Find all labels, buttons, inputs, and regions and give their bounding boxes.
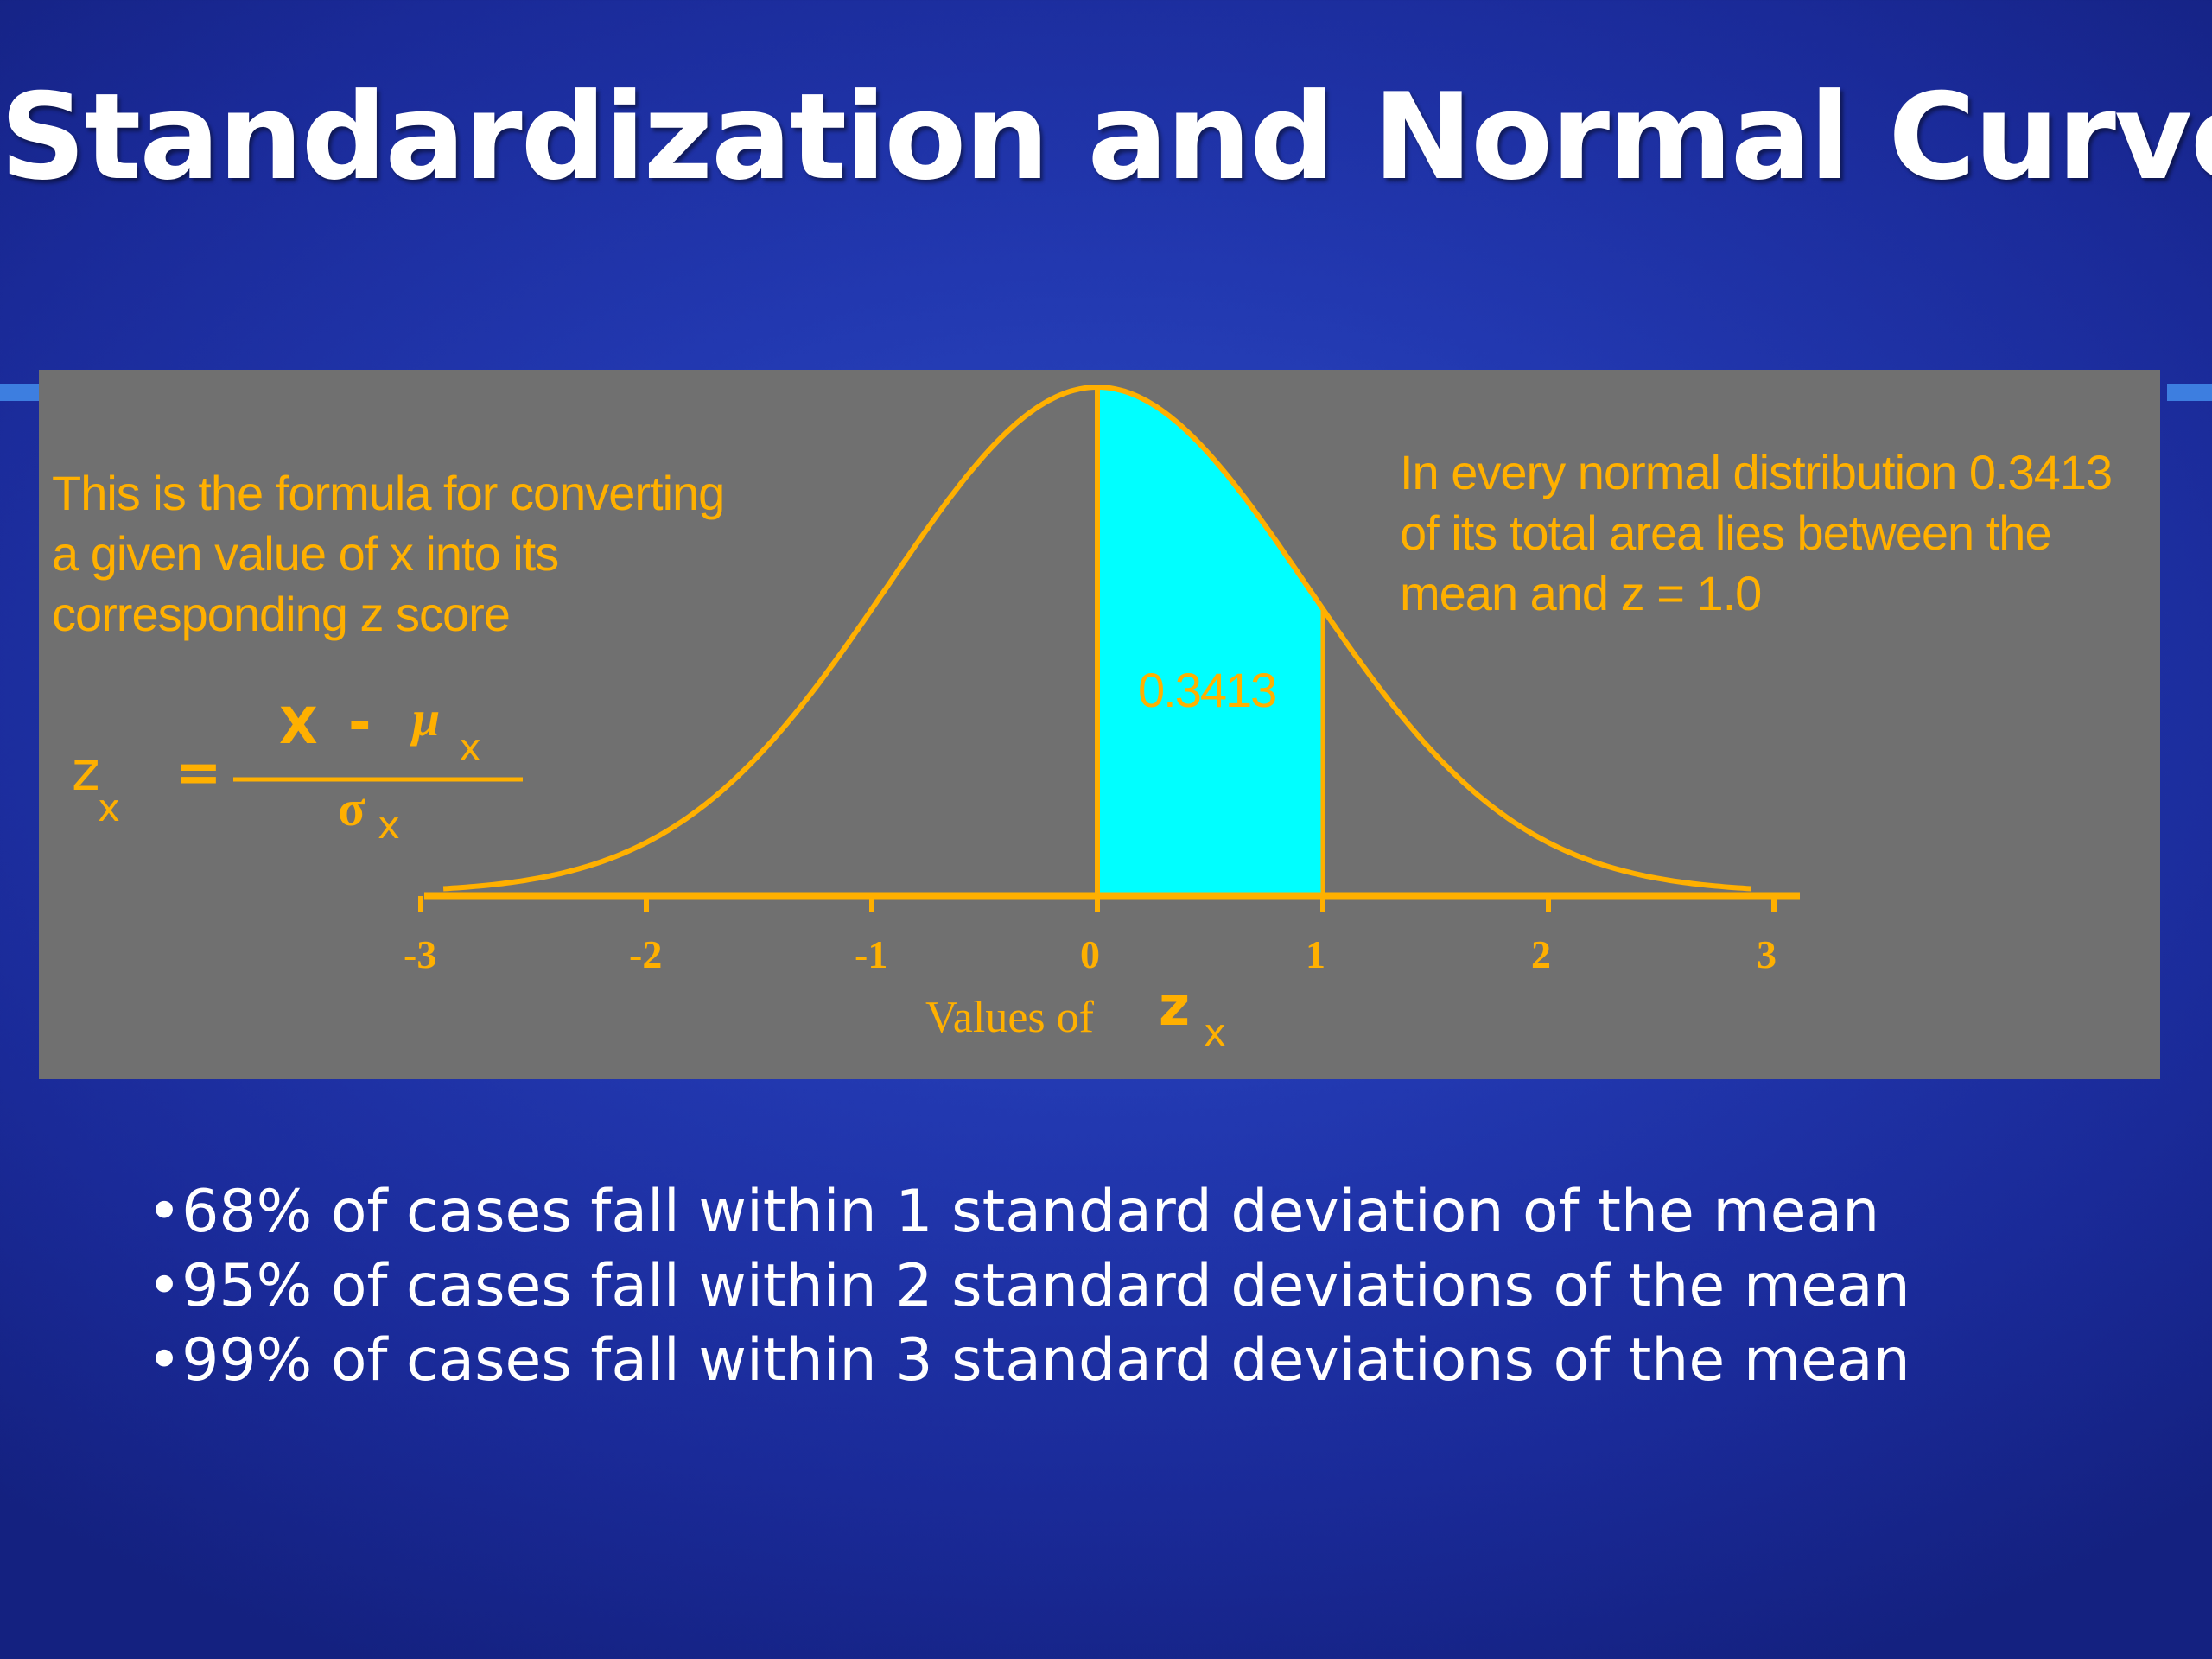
- shaded-area-0-to-1: [1097, 387, 1323, 893]
- bullet-item: •68% of cases fall within 1 standard dev…: [147, 1178, 1880, 1246]
- x-tick-label: -3: [404, 932, 437, 976]
- bullet-item: •95% of cases fall within 2 standard dev…: [147, 1252, 1910, 1320]
- shaded-area-label: 0.3413: [1138, 663, 1277, 717]
- area-note-line: of its total area lies between the: [1400, 505, 2052, 560]
- bullet-item: •99% of cases fall within 3 standard dev…: [147, 1326, 1910, 1395]
- x-tick-label: -1: [855, 932, 888, 976]
- x-tick-label: 2: [1531, 932, 1551, 976]
- left-accent-line: [0, 384, 43, 401]
- formula-sigma-subscript: x: [378, 804, 401, 848]
- x-tick-label: 1: [1306, 932, 1325, 976]
- normal-curve-figure: This is the formula for converting a giv…: [39, 370, 2160, 1079]
- x-tick-label: -2: [629, 932, 663, 976]
- axis-label-subscript: x: [1204, 1011, 1227, 1055]
- area-note-line: mean and z = 1.0: [1400, 566, 1762, 620]
- x-tick-label: 0: [1080, 932, 1100, 976]
- formula-note-line: This is the formula for converting: [52, 466, 725, 520]
- right-accent-line: [2167, 384, 2212, 401]
- formula-equals: =: [175, 741, 222, 805]
- formula-minus: -: [348, 691, 372, 755]
- bullet-list: •68% of cases fall within 1 standard dev…: [147, 1175, 1910, 1398]
- formula-note-line: corresponding z score: [52, 587, 511, 641]
- formula-x: X: [279, 696, 318, 755]
- area-note: In every normal distribution 0.3413 of i…: [1400, 442, 2113, 624]
- x-tick-label: 3: [1757, 932, 1777, 976]
- formula-mu-subscript: x: [459, 726, 482, 770]
- formula-sigma: σ: [338, 780, 365, 836]
- axis-label-z: z: [1159, 975, 1191, 1038]
- slide-title: Standardization and Normal Curve: [0, 67, 2212, 207]
- axis-label-text: Values of: [925, 993, 1094, 1042]
- formula-z-subscript: x: [98, 786, 121, 830]
- area-note-line: In every normal distribution 0.3413: [1400, 445, 2113, 499]
- normal-curve-svg: [233, 384, 1800, 912]
- x-axis-ticks: [418, 896, 1777, 912]
- formula-note-line: a given value of x into its: [52, 526, 559, 581]
- formula-z: z: [72, 740, 100, 803]
- formula-mu: μ: [412, 690, 441, 747]
- formula-note: This is the formula for converting a giv…: [52, 463, 725, 645]
